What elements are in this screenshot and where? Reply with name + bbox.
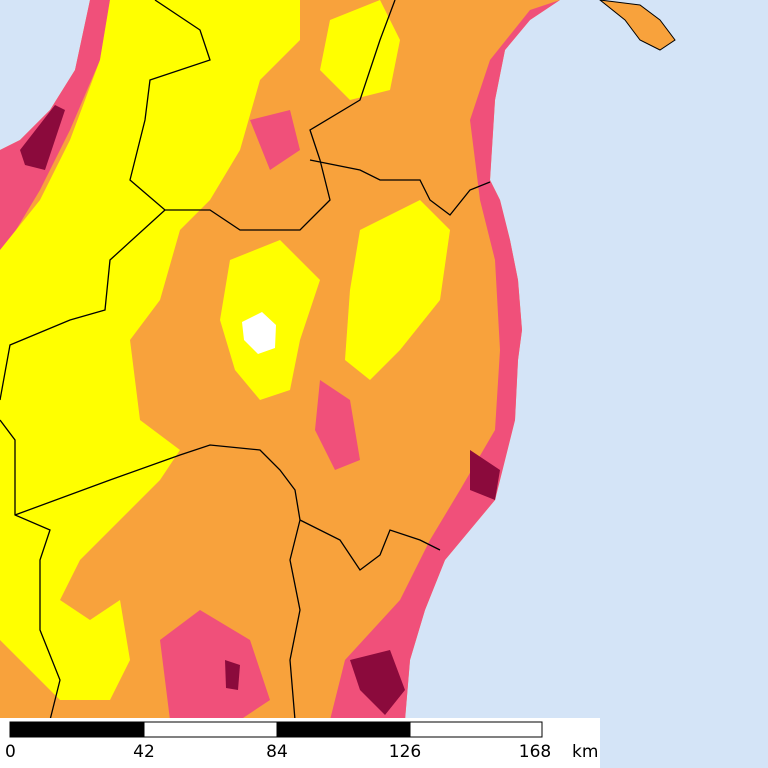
scale-label: 42 (133, 742, 155, 762)
scale-label: 168 (519, 742, 551, 762)
severe-zone (470, 450, 500, 500)
border (14, 444, 301, 721)
border (299, 519, 441, 571)
inland-zone (160, 610, 270, 720)
scale-segment (9, 721, 145, 738)
highland-zone (320, 0, 400, 100)
scale-segment (276, 721, 411, 738)
severe-zone (225, 660, 240, 690)
severe-zone (350, 650, 405, 715)
highland-zone (345, 200, 450, 380)
peninsula (599, 0, 676, 51)
border (309, 159, 491, 216)
lake (242, 312, 276, 354)
scale-unit: km (572, 742, 598, 762)
scale-label: 0 (5, 742, 16, 762)
borders (0, 0, 491, 721)
highland-zone (0, 0, 300, 700)
border (0, 419, 61, 721)
severe-zone (20, 105, 65, 170)
scale-label: 126 (389, 742, 421, 762)
inland-zone (250, 110, 300, 170)
scale-segment (409, 721, 543, 738)
inland-zone (315, 380, 360, 470)
border (0, 209, 166, 401)
coastal-zone (330, 0, 560, 720)
scale-bar (9, 721, 543, 738)
border (129, 0, 396, 231)
scale-segment (143, 721, 278, 738)
scale-label: 84 (266, 742, 288, 762)
